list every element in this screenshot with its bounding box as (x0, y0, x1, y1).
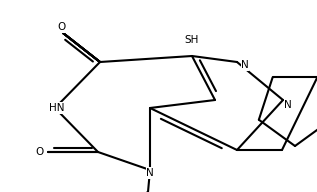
Text: N: N (146, 168, 154, 178)
Text: O: O (57, 22, 65, 32)
Text: N: N (241, 60, 249, 70)
Text: SH: SH (185, 35, 199, 45)
Text: N: N (284, 100, 292, 110)
Text: HN: HN (49, 103, 65, 113)
Text: O: O (36, 147, 44, 157)
